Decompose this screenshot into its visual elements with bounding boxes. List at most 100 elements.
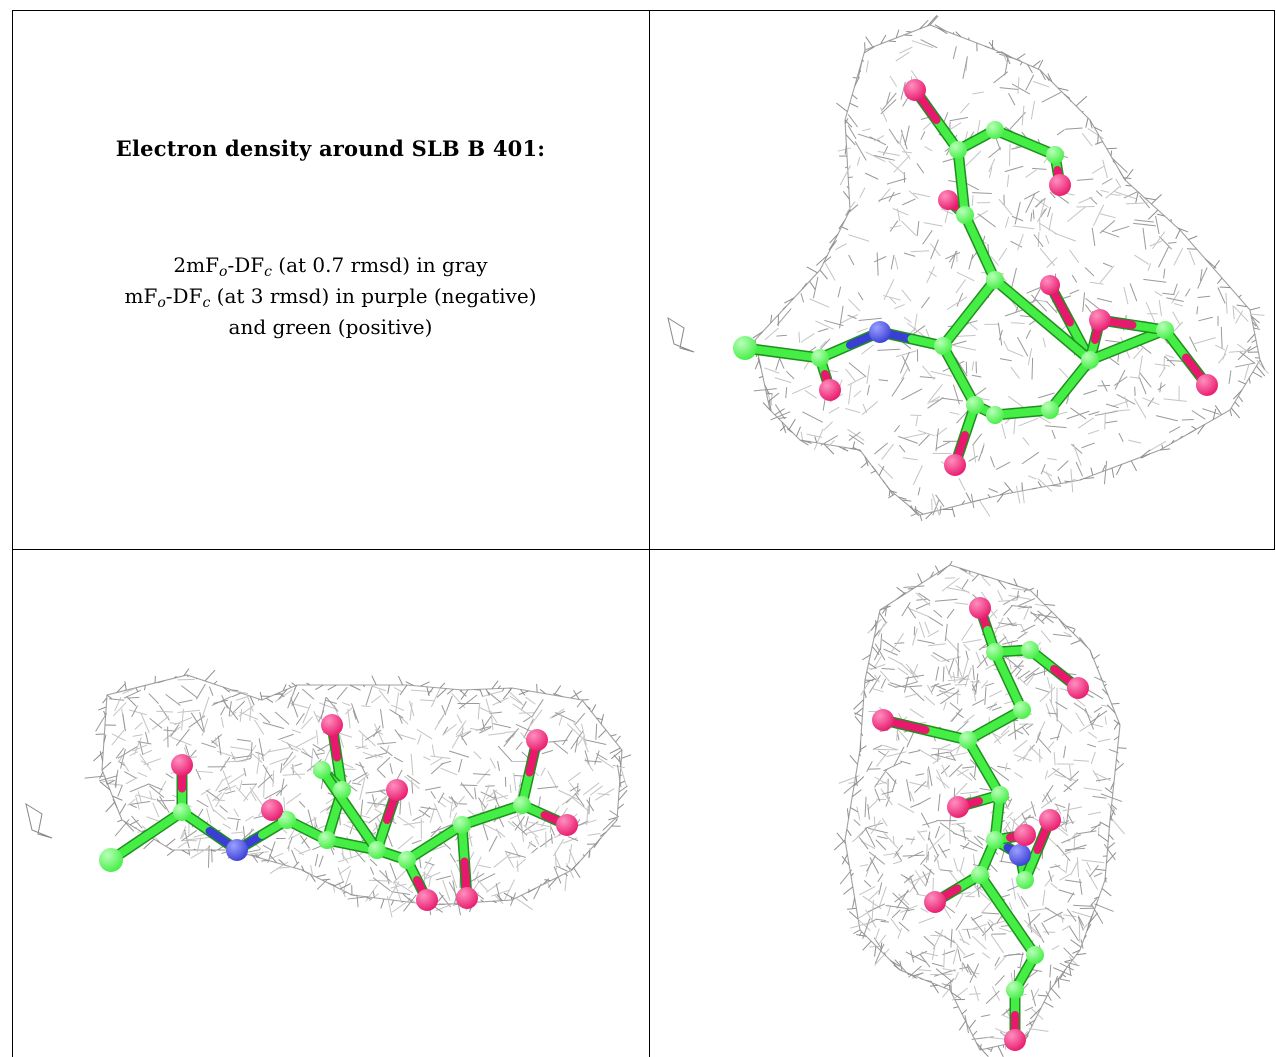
mesh-top-right-strand	[1222, 344, 1229, 360]
mesh-top-right-strand	[1038, 392, 1055, 399]
mesh-top-right-strand	[922, 230, 933, 245]
mesh-bottom-right-strand	[891, 779, 897, 792]
mesh-bottom-right-strand	[1013, 754, 1032, 762]
mesh-bottom-left-strand	[571, 796, 589, 812]
mesh-bottom-left-strand	[389, 763, 393, 774]
mesh-bottom-right-strand	[933, 854, 940, 862]
mesh-bottom-right-strand	[877, 873, 884, 883]
mesh-top-right-edge-strand	[754, 359, 760, 370]
mesh-top-right-strand	[848, 362, 867, 378]
mesh-top-right-strand	[1083, 389, 1097, 395]
mesh-bottom-left-strand	[527, 840, 533, 849]
mesh-bottom-right-strand	[1084, 708, 1094, 730]
mesh-bottom-right-edge-strand	[1108, 834, 1114, 840]
mesh-bottom-left-strand	[541, 749, 554, 755]
mesh-top-right-edge-strand	[919, 514, 923, 522]
mesh-bottom-left-strand	[156, 799, 175, 802]
mesh-top-right-strand	[930, 243, 941, 257]
mesh-top-right-strand	[972, 91, 984, 95]
mesh-bottom-left-edge-strand	[135, 687, 139, 693]
mesh-bottom-left-edge-strand	[93, 751, 104, 762]
mesh-bottom-left-strand	[588, 797, 590, 815]
mesh-top-right-strand	[1181, 418, 1194, 421]
mesh-bottom-right-strand	[1003, 953, 1021, 957]
mesh-top-right-strand	[945, 252, 961, 260]
mesh-bottom-right-edge-strand	[990, 1047, 994, 1053]
mesh-top-right-strand	[960, 102, 970, 114]
mesh-bottom-left-edge-strand	[327, 882, 336, 887]
mesh-bottom-right-edge-strand	[1007, 582, 1018, 587]
mesh-bottom-right-edge-strand	[1068, 964, 1072, 975]
mesh-bottom-right-strand	[937, 843, 947, 859]
mesh-bottom-left-strand	[461, 731, 472, 738]
mesh-bottom-right-edge-strand	[953, 1006, 959, 1009]
mesh-bottom-left-strand	[260, 748, 272, 759]
mesh-top-right-strand	[857, 292, 864, 301]
mesh-top-right-strand	[1158, 367, 1166, 378]
mesh-bottom-left-strand	[472, 856, 482, 874]
mesh-bottom-right-strand	[878, 934, 887, 944]
mesh-top-right-strand	[901, 388, 923, 401]
mesh-bottom-left-strand	[458, 694, 478, 710]
mesh-bottom-right-strand	[1016, 590, 1020, 600]
mesh-bottom-left-strand	[416, 728, 433, 740]
carbon-atom	[811, 349, 829, 367]
mesh-top-right-strand	[999, 358, 1012, 362]
mesh-top-right-strand	[847, 375, 866, 386]
mesh-top-right-edge-strand	[1031, 487, 1037, 490]
mesh-top-right-edge-strand	[1019, 61, 1023, 66]
mesh-bottom-right-strand	[898, 893, 910, 906]
mesh-bottom-left-edge-strand	[261, 859, 269, 862]
mesh-bottom-right-strand	[917, 639, 935, 645]
mesh-top-right-strand	[865, 151, 886, 163]
mesh-top-right-strand	[971, 195, 974, 206]
mesh-bottom-left-strand	[389, 862, 397, 880]
mesh-bottom-right-strand	[991, 986, 1000, 1001]
mesh-top-right-strand	[965, 361, 968, 374]
mesh-bottom-right-strand	[1092, 770, 1101, 782]
oxygen-atom	[924, 891, 946, 913]
mesh-bottom-right-strand	[1070, 770, 1080, 780]
mesh-top-right-edge-strand	[1047, 73, 1053, 83]
mesh-top-right-strand	[988, 166, 993, 178]
mesh-bottom-right-strand	[1002, 640, 1019, 645]
mesh-top-right-strand	[1039, 217, 1041, 231]
mesh-bottom-right-strand	[965, 650, 969, 661]
mesh-bottom-right-strand	[937, 793, 941, 812]
mesh-bottom-right-strand	[890, 918, 901, 932]
mesh-bottom-left-strand	[431, 824, 452, 834]
mesh-bottom-right-strand	[970, 681, 981, 683]
mesh-top-right-edge-strand	[1238, 395, 1244, 403]
mesh-top-right-strand	[800, 333, 815, 343]
mesh-bottom-right-strand	[1065, 847, 1086, 851]
mesh-bottom-left-edge-strand	[213, 680, 218, 685]
mesh-top-right-strand	[928, 270, 937, 278]
mesh-top-right-strand	[1143, 278, 1167, 283]
mesh-top-right-edge-strand	[801, 282, 808, 290]
mesh-top-right-strand	[1109, 193, 1121, 196]
mesh-bottom-right-strand	[1071, 910, 1093, 918]
mesh-bottom-left-strand	[460, 782, 475, 800]
mesh-bottom-left-strand	[431, 744, 435, 757]
mesh-bottom-right-strand	[872, 688, 884, 693]
mesh-bottom-right-strand	[1030, 989, 1037, 1007]
mesh-top-right-edge-strand	[870, 470, 876, 474]
mesh-bottom-right-edge-strand	[847, 907, 857, 910]
mesh-bottom-right-strand	[917, 830, 928, 833]
mesh-bottom-right-strand	[1029, 907, 1049, 912]
mesh-top-right-strand	[908, 190, 919, 200]
mesh-top-right-strand	[1109, 357, 1120, 366]
mesh-top-right-strand	[764, 327, 779, 341]
mesh-top-right-strand	[878, 379, 889, 382]
mesh-top-right-strand	[1138, 376, 1147, 395]
mesh-bottom-right-strand	[1054, 863, 1066, 873]
mesh-top-right-strand	[1034, 197, 1046, 208]
mesh-bottom-left-strand	[480, 802, 484, 812]
mesh-bottom-left-strand	[219, 805, 228, 813]
mesh-bottom-right-strand	[945, 752, 968, 758]
mesh-top-right-edge-strand	[1253, 327, 1261, 330]
mesh-bottom-right-strand	[874, 674, 880, 683]
mesh-bottom-left-edge-strand	[143, 838, 155, 850]
mesh-bottom-left-edge-strand	[459, 689, 463, 692]
mesh-top-right-edge-strand	[1063, 93, 1071, 100]
